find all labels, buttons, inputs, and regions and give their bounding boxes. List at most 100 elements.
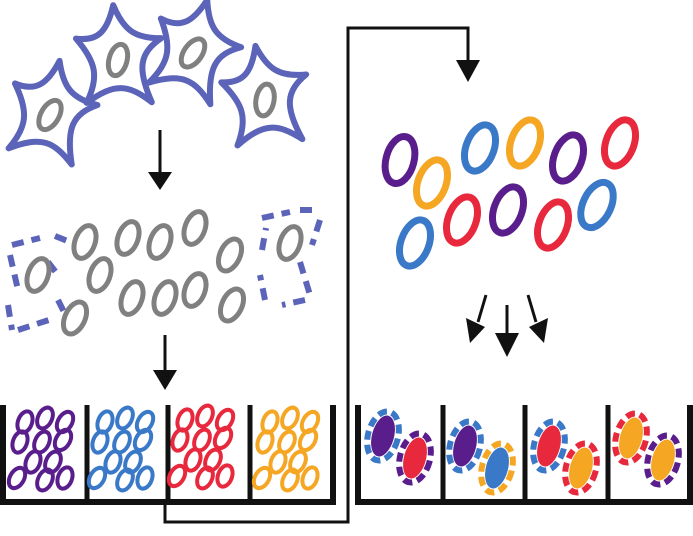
particle [10, 429, 30, 455]
intact-cells [5, 0, 310, 168]
particle [297, 427, 319, 453]
membrane-fragment [309, 219, 323, 246]
spiky-cell-icon [72, 2, 165, 106]
cell-membrane [145, 0, 245, 108]
particle [300, 465, 320, 491]
particle-core [403, 437, 427, 479]
cell-membrane [72, 2, 165, 106]
membrane-fragment [11, 235, 41, 248]
coated-particle [530, 418, 568, 474]
particle-shell [562, 440, 600, 496]
membrane-fragment [281, 297, 306, 308]
particle [215, 463, 235, 489]
particle [183, 447, 203, 473]
transfer-connector [163, 26, 480, 524]
particle [6, 465, 28, 491]
membrane-fragment [55, 298, 69, 318]
particle [35, 467, 55, 493]
particle [195, 465, 215, 491]
spiky-cell-icon [5, 57, 101, 168]
particle [600, 116, 640, 170]
coated-particle [478, 440, 516, 496]
arrow-down-icon [526, 294, 548, 343]
membrane-fragment [5, 304, 15, 331]
well-red [166, 403, 236, 491]
particle [442, 193, 482, 247]
converging-arrows [466, 294, 548, 357]
nucleus-icon [253, 81, 277, 119]
nucleus-icon [118, 279, 146, 317]
nucleus-icon [36, 97, 64, 133]
membrane-fragment [257, 274, 268, 301]
coated-particle [644, 432, 682, 488]
pooled-particles [381, 116, 640, 270]
particle [280, 405, 300, 431]
particle [268, 449, 288, 475]
particle-shell [612, 410, 650, 466]
coated-particle [562, 440, 600, 496]
nucleus-icon [60, 299, 90, 337]
coated-particle [612, 410, 650, 466]
membrane-fragment [7, 254, 21, 291]
well-mixed [530, 418, 600, 496]
particle [195, 403, 215, 429]
arrow-down-icon [495, 305, 519, 357]
arrow-down-icon [153, 335, 177, 390]
particle [488, 183, 528, 237]
particle-core [651, 439, 675, 481]
nucleus-icon [71, 223, 99, 261]
particle [90, 429, 110, 455]
nucleus-icon [178, 36, 208, 70]
particle [203, 447, 223, 473]
nucleus-icon [181, 271, 209, 309]
particle [23, 449, 43, 475]
particle [251, 465, 273, 491]
particle [212, 425, 234, 451]
particle [103, 449, 123, 475]
coated-particle [396, 430, 434, 486]
particle [132, 427, 154, 453]
membrane-fragment [53, 233, 72, 245]
well-blue [86, 405, 156, 493]
particle [166, 463, 188, 489]
well-purple [6, 405, 76, 493]
nucleus-icon [215, 236, 245, 274]
particle [52, 427, 74, 453]
particle [55, 465, 75, 491]
lysed-cells [5, 207, 323, 337]
particle-core [619, 417, 643, 459]
particle [395, 216, 435, 270]
particle [255, 429, 275, 455]
particle-shell [396, 430, 434, 486]
particle [381, 133, 419, 187]
arrow-down-icon [466, 294, 488, 343]
particle-shell [446, 418, 484, 474]
particle-shell [478, 440, 516, 496]
nucleus-icon [146, 223, 174, 261]
particle [505, 116, 545, 170]
well-orange [251, 405, 321, 493]
particle-core [485, 447, 509, 489]
membrane-fragment [17, 315, 56, 333]
arrow-down-icon [148, 130, 172, 190]
nucleus-icon [105, 41, 131, 79]
particle-shell [530, 418, 568, 474]
particle [115, 405, 135, 431]
particle [86, 465, 108, 491]
membrane-fragment [297, 261, 313, 296]
cell-membrane [5, 57, 101, 168]
particle-shell [644, 432, 682, 488]
cell-membrane [218, 42, 310, 149]
spiky-cell-icon [218, 42, 310, 149]
well-plate-sorted [0, 403, 336, 505]
particle [280, 467, 300, 493]
particle-core [537, 425, 561, 467]
coated-particle [364, 408, 402, 464]
membrane-fragment [261, 209, 291, 221]
particle [577, 178, 617, 232]
well-mixed [364, 408, 434, 486]
particle [115, 467, 135, 493]
particle-core [371, 415, 395, 457]
particle [123, 449, 143, 475]
